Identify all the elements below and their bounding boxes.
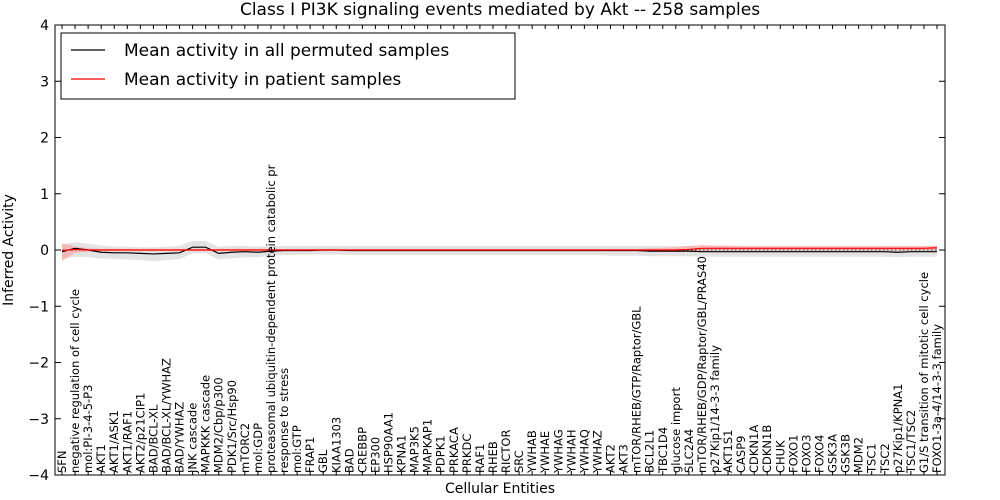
legend-label-patient: Mean activity in patient samples bbox=[124, 70, 401, 90]
x-category-label: AKT3 bbox=[617, 444, 631, 473]
x-category-label: TSC1 bbox=[865, 443, 879, 474]
x-category-label: MDM2 bbox=[852, 437, 866, 473]
x-category-label: PRKDC bbox=[460, 434, 474, 473]
x-category-label: AKT1/ASK1 bbox=[107, 410, 121, 473]
x-category-label: GBL bbox=[316, 449, 330, 473]
x-category-label: HSP90AA1 bbox=[381, 412, 395, 473]
x-category-label: p27Kip1/14-3-3 family bbox=[708, 345, 722, 473]
x-category-label: YWHAZ bbox=[590, 430, 604, 474]
x-category-label: BAD/YWHAZ bbox=[173, 402, 187, 473]
x-category-label: AKT1/RAF1 bbox=[120, 411, 134, 473]
chart-title: Class I PI3K signaling events mediated b… bbox=[240, 0, 760, 20]
x-category-label: MAPKAP1 bbox=[421, 419, 435, 473]
x-category-label: MAP3K5 bbox=[408, 426, 422, 473]
x-category-label: FOXO3 bbox=[799, 435, 813, 473]
x-category-label: mol:GTP bbox=[290, 425, 304, 473]
x-category-label: YWHAE bbox=[538, 431, 552, 474]
x-category-label: GSK3B bbox=[839, 434, 853, 473]
x-category-label: PDK1/Src/Hsp90 bbox=[225, 380, 239, 473]
x-category-label: CDKN1A bbox=[747, 425, 761, 473]
y-tick-label: 4 bbox=[40, 18, 49, 34]
x-category-label: SFN bbox=[55, 450, 69, 473]
x-category-label: proteasomal ubiquitin-dependent protein … bbox=[264, 164, 278, 473]
x-category-label: RAF1 bbox=[473, 444, 487, 473]
y-tick-label: −4 bbox=[28, 468, 49, 484]
x-category-label: AKT2/p21CIP1 bbox=[133, 393, 147, 473]
x-category-label: YWHAG bbox=[551, 429, 565, 474]
x-category-label: SRC bbox=[512, 450, 526, 473]
x-category-label: MAPKKK cascade bbox=[199, 375, 213, 473]
x-category-label: AKT2 bbox=[604, 444, 618, 473]
x-category-label: TBC1D4 bbox=[656, 427, 670, 474]
x-category-label: RHEB bbox=[486, 441, 500, 473]
x-category-label: EP300 bbox=[368, 437, 382, 473]
x-category-label: PRKACA bbox=[447, 427, 461, 473]
x-category-label: SLC2A4 bbox=[682, 429, 696, 473]
x-category-label: FRAP1 bbox=[303, 437, 317, 473]
x-category-label: TSC2 bbox=[878, 443, 892, 474]
patient-mean-line bbox=[61, 247, 938, 252]
x-category-label: PDPK1 bbox=[434, 435, 448, 473]
x-category-label: FOXO4 bbox=[812, 435, 826, 473]
series-lines bbox=[55, 246, 945, 255]
x-category-label: G1/S transition of mitotic cell cycle bbox=[917, 272, 931, 473]
y-axis-ticks: −4 −3 −2 −1 0 1 2 3 4 bbox=[28, 18, 945, 484]
legend: Mean activity in all permuted samples Me… bbox=[60, 32, 516, 100]
y-tick-label: 3 bbox=[40, 74, 49, 90]
y-tick-label: 0 bbox=[40, 243, 49, 259]
x-category-label: AKT1 bbox=[94, 444, 108, 473]
y-tick-label: −3 bbox=[28, 412, 49, 428]
x-category-label: YWHAB bbox=[525, 430, 539, 474]
x-category-label: MDM2/Cbp/p300 bbox=[212, 377, 226, 473]
x-category-label: glucose import bbox=[669, 387, 683, 473]
x-category-label: GSK3A bbox=[826, 434, 840, 473]
y-tick-label: −1 bbox=[28, 299, 49, 315]
x-category-label: mol:GDP bbox=[251, 423, 265, 473]
x-category-label: mTOR/RHEB/GTP/Raptor/GBL bbox=[630, 306, 644, 473]
x-category-label: mTORC2 bbox=[238, 423, 252, 473]
x-category-label: FOXO1 bbox=[786, 435, 800, 473]
x-category-label: KIAA1303 bbox=[329, 417, 343, 473]
x-category-label: response to stress bbox=[277, 368, 291, 473]
y-tick-label: −2 bbox=[28, 356, 49, 372]
x-category-label: mTOR/RHEB/GDP/Raptor/GBL/PRAS40 bbox=[695, 256, 709, 473]
x-category-label: CASP9 bbox=[734, 436, 748, 473]
x-category-label: JNK cascade bbox=[186, 403, 200, 474]
x-category-label: negative regulation of cell cycle bbox=[68, 289, 82, 473]
x-axis-ticks bbox=[61, 25, 938, 475]
x-category-label: RICTOR bbox=[499, 430, 513, 473]
y-tick-label: 2 bbox=[40, 131, 49, 147]
x-category-label: TSC1/TSC2 bbox=[904, 410, 918, 474]
x-category-label: mol:PI-3-4-5-P3 bbox=[81, 385, 95, 473]
x-category-label: YWHAQ bbox=[577, 429, 591, 474]
x-category-label: BAD/BCL-XL bbox=[146, 404, 160, 473]
x-category-label: CHUK bbox=[773, 440, 787, 473]
legend-box bbox=[60, 32, 516, 100]
x-category-label: BAD/BCL-XL/YWHAZ bbox=[159, 358, 173, 473]
x-category-label: KPNA1 bbox=[395, 435, 409, 473]
x-category-labels: SFN negative regulation of cell cycle mol:… bbox=[55, 164, 944, 474]
y-axis-label: Inferred Activity bbox=[1, 194, 17, 306]
x-category-label: CREBBP bbox=[355, 427, 369, 473]
x-category-label: FOXO1-3a-4/14-3-3 family bbox=[930, 324, 944, 473]
x-category-label: AKT1S1 bbox=[721, 430, 735, 473]
y-tick-label: 1 bbox=[40, 187, 49, 203]
x-category-label: YWHAH bbox=[564, 429, 578, 474]
x-category-label: CDKN1B bbox=[760, 425, 774, 473]
legend-label-permuted: Mean activity in all permuted samples bbox=[124, 41, 449, 61]
x-category-label: BCL2L1 bbox=[643, 430, 657, 473]
x-category-label: p27Kip1/KPNA1 bbox=[891, 384, 905, 473]
x-category-label: BAD bbox=[342, 448, 356, 473]
x-axis-label: Cellular Entities bbox=[445, 481, 555, 497]
